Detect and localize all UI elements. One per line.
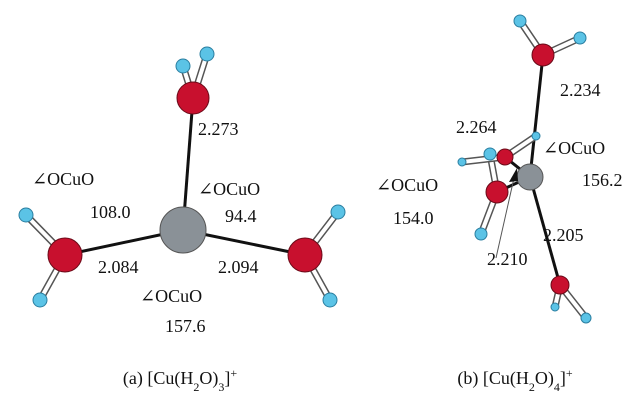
- label: ∠OCuO: [376, 175, 438, 195]
- label: 156.2: [582, 170, 623, 190]
- caption-part: O): [535, 368, 554, 389]
- molecule-b: [458, 15, 591, 323]
- caption-part: +: [566, 366, 573, 380]
- caption-part: +: [230, 366, 237, 380]
- caption: (b) [Cu(H2O)4]+: [457, 366, 572, 394]
- label: ∠OCuO: [543, 138, 605, 158]
- label: 2.094: [218, 257, 259, 277]
- label: ∠OCuO: [140, 286, 202, 306]
- label: 154.0: [393, 208, 434, 228]
- label: 94.4: [225, 206, 257, 226]
- caption-part: (b) [Cu(H: [457, 368, 528, 389]
- label: 2.273: [198, 119, 239, 139]
- label: 2.210: [487, 249, 528, 269]
- label: ∠OCuO: [198, 179, 260, 199]
- caption: (a) [Cu(H2O)3]+: [123, 366, 237, 394]
- label: 157.6: [165, 316, 206, 336]
- label: 108.0: [90, 202, 131, 222]
- caption-part: O): [199, 368, 218, 389]
- label: 2.205: [543, 225, 584, 245]
- label: 2.084: [98, 257, 139, 277]
- label: 2.264: [456, 117, 497, 137]
- label: 2.234: [560, 80, 601, 100]
- label: ∠OCuO: [32, 169, 94, 189]
- caption-part: (a) [Cu(H: [123, 368, 193, 389]
- figure: 2.273 ∠OCuO 108.0 ∠OCuO 94.4 2.084 2.094 ∠OCuO 1…: [0, 0, 642, 409]
